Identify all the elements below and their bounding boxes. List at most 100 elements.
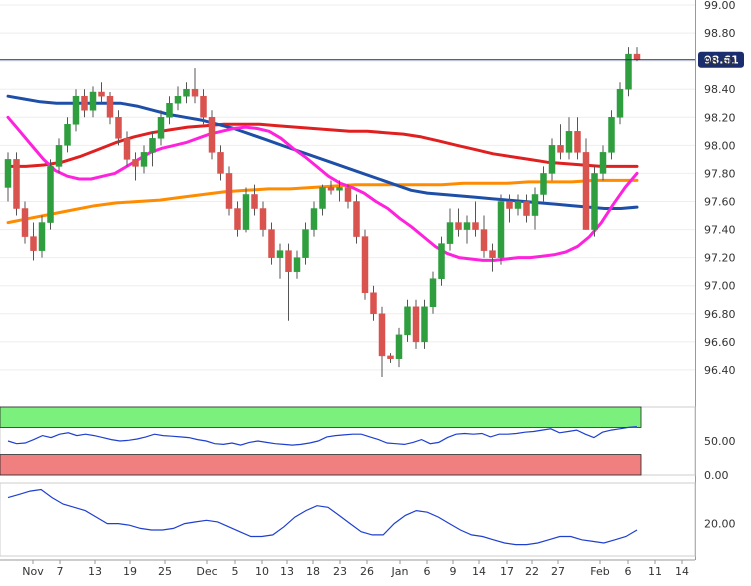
candle-body — [276, 250, 284, 258]
candle-body — [285, 250, 292, 272]
current-price-line: 98.61 — [0, 51, 744, 68]
ma-100-line — [6, 122, 639, 168]
candle-body — [480, 229, 488, 251]
candle — [242, 187, 250, 233]
rsi-line — [7, 426, 638, 446]
x-tick-label: 13 — [280, 565, 294, 578]
candle-body — [132, 159, 139, 167]
x-tick-label: 6 — [424, 565, 431, 578]
candle — [123, 131, 131, 167]
candle-body — [89, 91, 97, 111]
x-tick-label: 7 — [57, 565, 64, 578]
candle-body — [591, 173, 598, 230]
candle — [472, 201, 479, 237]
candle-body — [319, 187, 326, 209]
x-tick-label: Dec — [196, 565, 217, 578]
price-tick-label: 96.40 — [704, 364, 736, 377]
price-tick-label: 98.20 — [704, 111, 736, 124]
candle — [115, 110, 122, 146]
candle-body — [327, 187, 335, 191]
candle-body — [412, 306, 420, 343]
candle-body — [344, 187, 352, 202]
candle-body — [599, 152, 607, 174]
candle-body — [548, 145, 556, 174]
rsi-panel[interactable]: 50.00 0.00 — [0, 406, 736, 482]
candle-body — [557, 145, 564, 153]
candle — [489, 243, 496, 272]
candle — [446, 208, 454, 251]
price-tick-label: 97.60 — [704, 196, 736, 209]
candle-body — [455, 222, 462, 230]
price-panel[interactable]: 98.61 99.00 98.80 98.60 98.40 98.20 98.00 97.8… — [0, 0, 744, 560]
candle — [633, 47, 641, 62]
candle — [166, 96, 173, 125]
candle-body — [395, 334, 403, 359]
candle — [234, 201, 241, 237]
candle — [353, 194, 360, 244]
candle-body — [582, 152, 590, 230]
price-tick-label: 98.00 — [704, 139, 736, 152]
x-tick-label: 27 — [551, 565, 565, 578]
price-tick-label: 96.60 — [704, 336, 736, 349]
candle — [157, 110, 165, 146]
x-tick-label: 10 — [255, 565, 269, 578]
rsi-oversold-zone — [0, 454, 642, 476]
candle — [319, 184, 326, 216]
candle-body — [387, 355, 394, 359]
ma-20-path — [6, 115, 639, 262]
ma-100-path — [6, 122, 639, 168]
oscillator-panel[interactable]: 20.00 — [0, 482, 736, 557]
candle — [217, 145, 224, 181]
candle — [174, 86, 182, 111]
candle-body — [115, 117, 122, 139]
candle-body — [472, 222, 479, 230]
candle — [421, 299, 428, 349]
candle — [72, 89, 80, 132]
candle-body — [353, 201, 360, 237]
candle-body — [336, 187, 343, 191]
candle-body — [140, 152, 148, 167]
candle — [293, 250, 301, 279]
candle-body — [208, 117, 216, 153]
candle — [463, 215, 471, 244]
candle-body — [98, 91, 105, 97]
candle — [506, 194, 513, 223]
candle-body — [166, 103, 173, 118]
price-tick-label: 96.80 — [704, 308, 736, 321]
x-tick-label: Nov — [22, 565, 44, 578]
candle-body — [47, 166, 54, 223]
candle-body — [217, 152, 224, 174]
candle-body — [540, 173, 547, 195]
candle-body — [234, 208, 241, 230]
rsi-overbought-zone — [0, 406, 642, 428]
x-tick-label: 19 — [123, 565, 137, 578]
candle-body — [30, 236, 37, 251]
x-axis: Nov 7 13 19 25 Dec 5 10 13 18 23 26 Jan 6 9 14 17 22 27 Feb… — [0, 559, 695, 578]
candle — [412, 299, 420, 349]
price-tick-label: 98.40 — [704, 83, 736, 96]
current-price-tag — [698, 51, 744, 68]
candle — [38, 215, 46, 258]
candle-body — [489, 250, 496, 258]
candle-body — [21, 208, 29, 237]
candle — [557, 124, 564, 160]
ma-20-line — [6, 115, 639, 262]
current-price-label: 98.61 — [704, 54, 739, 67]
candle — [455, 208, 462, 237]
candle — [404, 299, 411, 342]
candle — [251, 184, 258, 216]
candle — [4, 152, 12, 202]
candle-body — [616, 88, 624, 118]
candle — [344, 184, 352, 209]
x-tick-label: 25 — [158, 565, 172, 578]
candle-body — [191, 88, 199, 97]
x-tick-label: 14 — [472, 565, 486, 578]
candle — [395, 327, 403, 368]
x-tick-label: 5 — [232, 565, 239, 578]
x-tick-label: 26 — [360, 565, 374, 578]
candle — [548, 138, 556, 181]
candle — [98, 82, 105, 104]
price-grid — [0, 4, 695, 371]
candle — [523, 194, 530, 223]
